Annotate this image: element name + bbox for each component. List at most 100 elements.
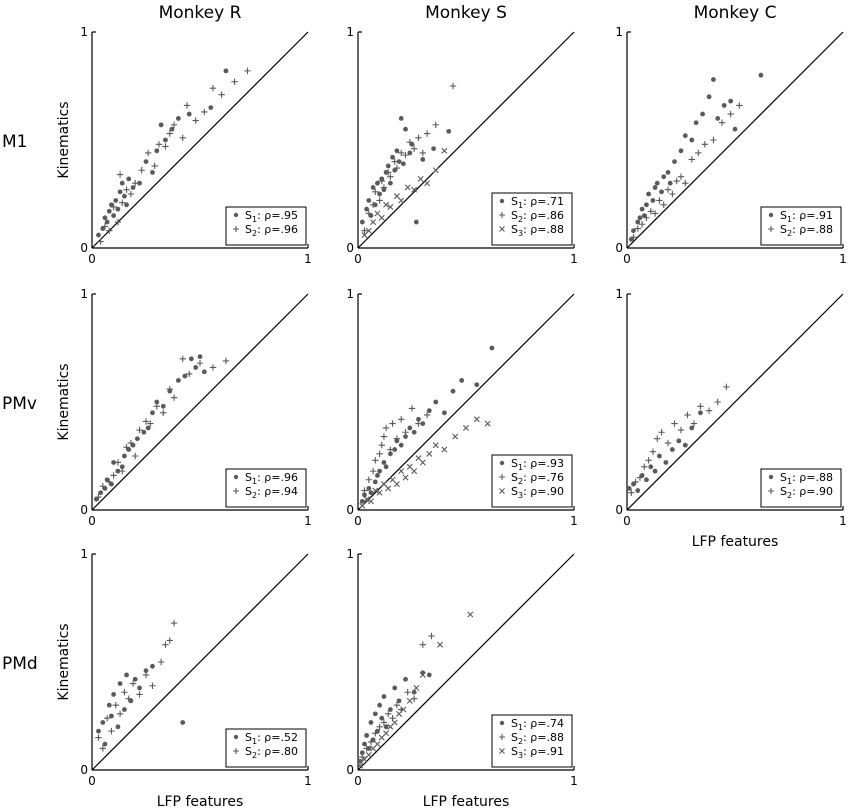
- legend-box: [225, 206, 307, 246]
- data-point-S3-cross: [370, 219, 377, 226]
- data-point-S3-cross: [378, 214, 385, 221]
- data-point-S2-plus: [380, 184, 388, 191]
- data-point-S3-cross: [376, 489, 383, 496]
- data-point-S1-dot: [693, 120, 699, 126]
- data-point-S2-plus: [147, 420, 154, 427]
- data-point-S1-dot: [635, 488, 641, 493]
- data-point-S1-dot: [122, 193, 127, 199]
- data-point-S1-dot: [115, 206, 121, 212]
- data-point-S1-dot: [676, 438, 682, 444]
- data-point-S1-dot: [706, 94, 712, 100]
- data-point-S1-dot: [390, 154, 395, 160]
- x-tick-label-right: 1: [570, 252, 578, 266]
- data-point-S2-plus: [723, 383, 730, 391]
- data-point-S1-dot: [628, 236, 634, 242]
- data-point-S1-dot: [631, 481, 636, 487]
- legend-series-index: 2: [252, 491, 257, 500]
- legend-series-index: 1: [518, 201, 523, 210]
- data-point-S1-dot: [130, 442, 136, 448]
- x-tick-label-right: 1: [304, 514, 312, 528]
- data-point-S1-dot: [648, 464, 654, 470]
- data-point-S1-dot: [665, 170, 671, 175]
- data-point-S1-dot: [392, 447, 398, 452]
- legend-series-letter: S: [245, 731, 252, 744]
- data-point-S1-dot: [100, 226, 106, 231]
- data-point-S2-plus: [201, 108, 208, 116]
- data-point-S1-dot: [420, 421, 426, 426]
- data-point-S2-plus: [710, 136, 717, 144]
- legend-series-index: 2: [518, 737, 523, 746]
- data-point-S1-dot: [137, 180, 142, 186]
- data-point-S2-plus: [166, 385, 173, 393]
- data-point-S2-plus: [387, 446, 394, 453]
- data-point-S2-plus: [645, 457, 652, 464]
- legend-rho-text: : ρ=.90: [523, 485, 564, 498]
- data-point-S1-dot: [124, 202, 129, 208]
- data-point-S2-plus: [641, 463, 648, 470]
- data-point-S2-plus: [727, 110, 734, 118]
- data-point-S2-plus: [186, 370, 193, 378]
- data-point-S2-plus: [630, 234, 637, 241]
- data-point-S1-dot: [667, 180, 673, 186]
- data-point-S2-plus: [382, 424, 390, 432]
- data-point-S2-plus: [132, 452, 139, 460]
- legend-rho-text: : ρ=.88: [792, 223, 833, 236]
- data-point-S3-cross: [402, 474, 409, 481]
- data-point-S1-dot: [672, 159, 677, 165]
- legend-label-S1: S1: ρ=.71: [511, 195, 564, 210]
- data-point-S2-plus: [218, 91, 225, 98]
- legend-series-index: 1: [252, 215, 257, 224]
- data-point-S2-plus: [136, 691, 143, 698]
- y-tick-label-bottom: 0: [615, 241, 623, 255]
- data-point-S1-dot: [403, 126, 408, 132]
- data-point-S2-plus: [157, 658, 165, 666]
- data-point-S1-dot: [160, 403, 166, 409]
- identity-diagonal: [91, 31, 309, 249]
- data-point-S2-plus: [369, 467, 377, 475]
- data-point-S1-dot: [359, 498, 365, 504]
- legend-rho-text: : ρ=.91: [523, 745, 564, 758]
- data-point-S1-dot: [646, 191, 651, 197]
- data-point-S2-plus: [125, 695, 132, 702]
- data-point-S2-plus: [415, 134, 422, 142]
- data-point-S1-dot: [700, 111, 705, 117]
- data-point-S1-dot: [100, 720, 106, 725]
- data-point-S2-plus: [428, 632, 435, 640]
- x-axis-label: LFP features: [423, 794, 510, 810]
- data-point-S2-plus: [380, 719, 388, 726]
- data-point-S3-cross: [359, 502, 366, 509]
- data-point-S1-dot: [396, 698, 402, 704]
- data-point-S1-dot: [143, 668, 149, 674]
- x-tick-label-left: 0: [623, 252, 631, 266]
- data-point-S1-dot: [150, 663, 155, 669]
- legend-series-letter: S: [780, 485, 787, 498]
- data-point-S1-dot: [392, 167, 398, 173]
- data-point-S1-dot: [663, 460, 669, 465]
- data-point-S2-plus: [688, 156, 695, 163]
- data-point-S1-dot: [364, 206, 370, 212]
- data-point-S1-dot: [669, 447, 675, 452]
- legend-marker-plus: [233, 488, 239, 494]
- data-point-S3-cross: [419, 671, 426, 678]
- data-point-S1-dot: [141, 429, 147, 435]
- legend-series-letter: S: [511, 223, 518, 236]
- data-point-S2-plus: [449, 82, 457, 90]
- legend-marker-dot: [233, 474, 239, 480]
- legend-series-letter: S: [511, 471, 518, 484]
- legend-label-S2: S2: ρ=.88: [780, 223, 833, 238]
- data-point-S2-plus: [682, 180, 689, 187]
- data-point-S2-plus: [402, 429, 409, 436]
- data-point-S3-cross: [452, 433, 459, 440]
- legend-marker-cross: [499, 226, 505, 232]
- legend-rho-text: : ρ=.88: [523, 223, 564, 236]
- data-point-S1-dot: [154, 399, 160, 405]
- data-point-S2-plus: [179, 355, 186, 362]
- data-point-S1-dot: [115, 468, 121, 474]
- data-point-S3-cross: [365, 751, 372, 758]
